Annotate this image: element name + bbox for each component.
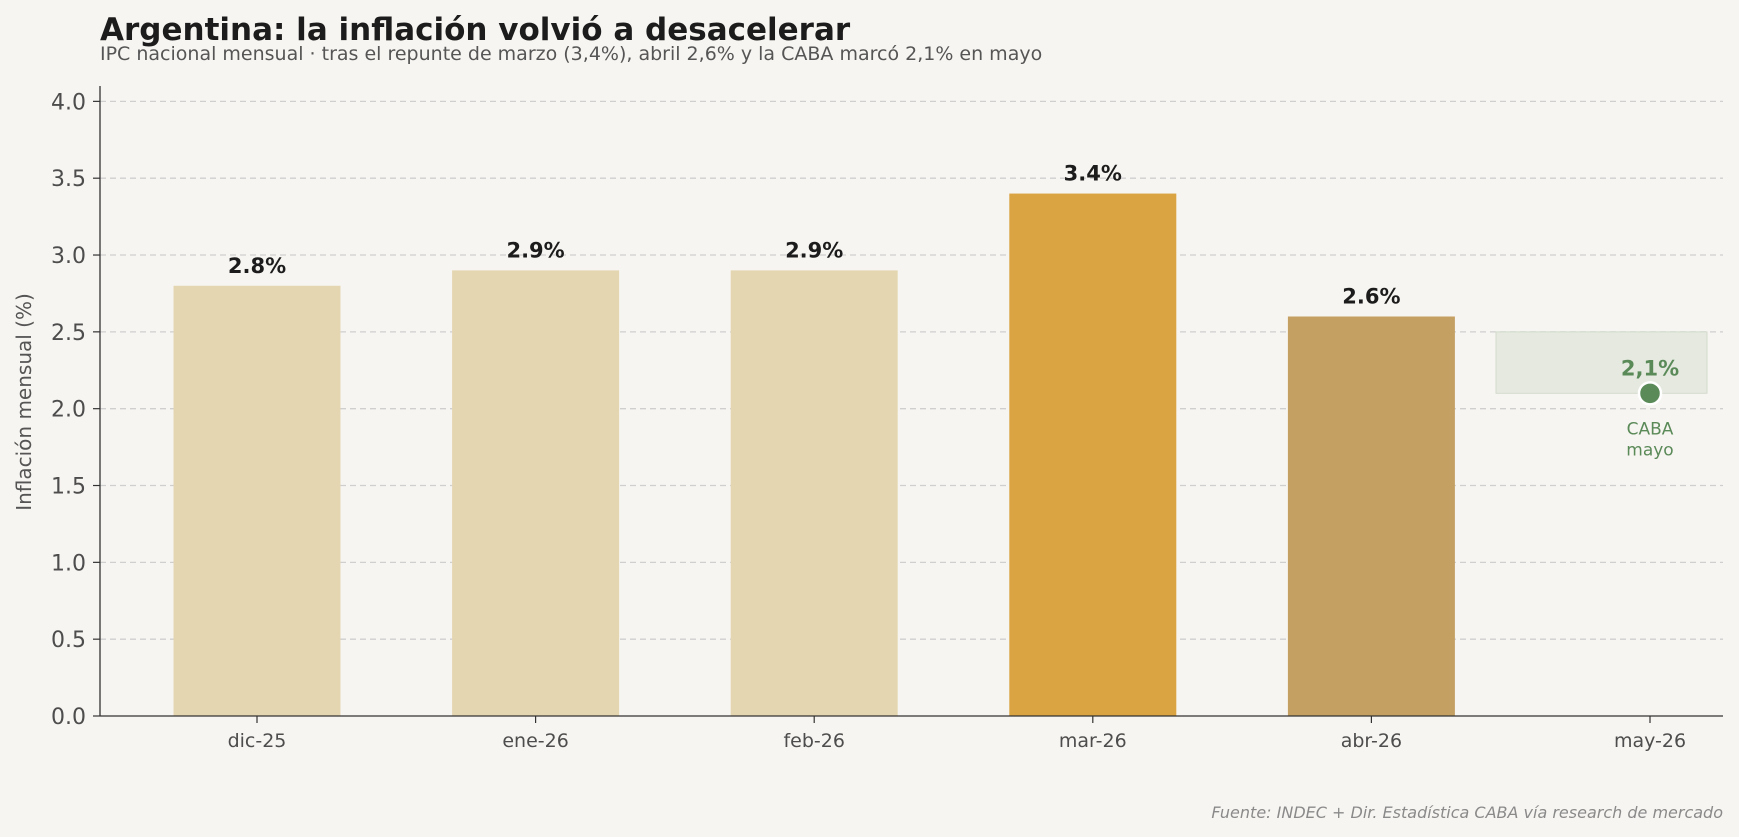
y-axis-ticks: 0.0 0.5 1.0 1.5 2.0 2.5 3.0 3.5 4.0 <box>51 90 100 730</box>
y-tick-label: 2.5 <box>51 321 86 346</box>
axes <box>99 86 1723 717</box>
data-label-ene-26: 2.9% <box>506 238 564 262</box>
bar-abr-26 <box>1287 316 1455 716</box>
source-note: Fuente: INDEC + Dir. Estadística CABA ví… <box>1211 803 1723 822</box>
y-tick-label: 1.5 <box>51 475 86 500</box>
data-label-abr-26: 2.6% <box>1342 284 1400 308</box>
chart-title: Argentina: la inflación volvió a desacel… <box>100 12 851 48</box>
y-axis-label: Inflación mensual (%) <box>12 293 36 511</box>
caba-value-label: 2,1% <box>1621 356 1679 380</box>
y-tick-label: 2.0 <box>51 398 86 423</box>
bars: 2.8% 2.9% 2.9% 3.4% 2.6% <box>173 162 1455 716</box>
x-tick-label: abr-26 <box>1341 730 1402 752</box>
bar-mar-26 <box>1009 193 1177 716</box>
y-tick-label: 3.0 <box>51 244 86 269</box>
y-tick-label: 4.0 <box>51 90 86 115</box>
y-tick-label: 0.5 <box>51 628 86 653</box>
x-tick-label: mar-26 <box>1059 730 1127 752</box>
bar-dic-25 <box>173 285 341 716</box>
data-label-mar-26: 3.4% <box>1064 162 1122 186</box>
caba-band <box>1495 331 1708 394</box>
caba-band-rect <box>1495 331 1708 394</box>
data-label-dic-25: 2.8% <box>228 254 286 278</box>
x-tick-label: may-26 <box>1614 730 1686 752</box>
y-tick-label: 1.0 <box>51 551 86 576</box>
caba-point <box>1637 381 1663 406</box>
bar-feb-26 <box>730 270 898 716</box>
x-tick-label: dic-25 <box>228 730 287 752</box>
bar-ene-26 <box>452 270 620 716</box>
caba-label-line: CABA <box>1627 419 1674 439</box>
chart-subtitle: IPC nacional mensual · tras el repunte d… <box>100 43 1043 65</box>
x-tick-label: ene-26 <box>502 730 568 752</box>
caba-label-line: mayo <box>1626 440 1673 460</box>
y-tick-label: 3.5 <box>51 167 86 192</box>
x-tick-label: feb-26 <box>783 730 844 752</box>
gridlines <box>100 100 1723 640</box>
data-label-feb-26: 2.9% <box>785 238 843 262</box>
y-tick-label: 0.0 <box>51 705 86 730</box>
x-axis-ticks: dic-25 ene-26 feb-26 mar-26 abr-26 may-26 <box>228 716 1686 752</box>
